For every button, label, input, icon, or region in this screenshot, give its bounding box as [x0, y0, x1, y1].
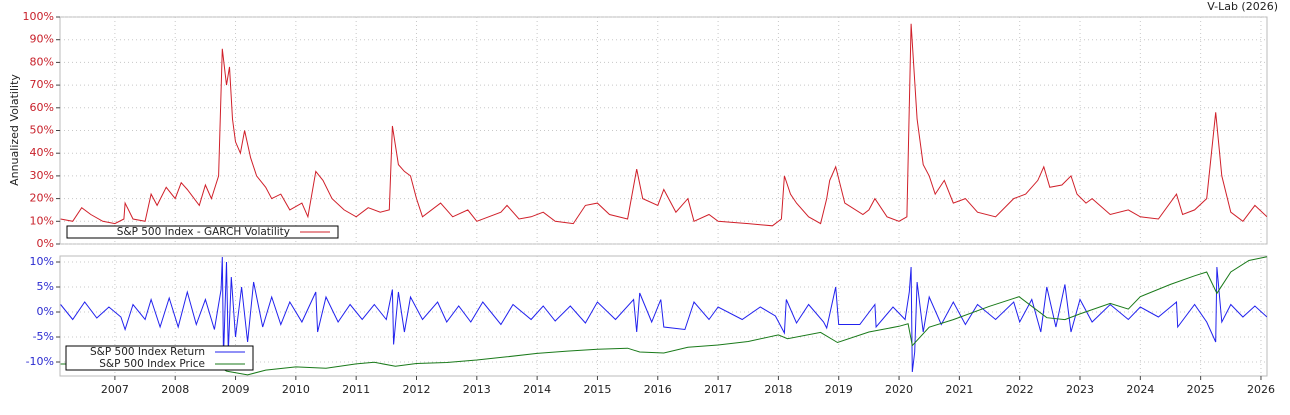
series-group: [60, 256, 1267, 376]
y-tick-label: 10%: [30, 214, 54, 227]
y-tick-label: 0%: [37, 237, 54, 250]
x-tick-label: 2021: [945, 383, 973, 396]
y-tick-label: 30%: [30, 169, 54, 182]
data-line: [60, 256, 1267, 376]
y-tick-label: 10%: [30, 255, 54, 268]
x-tick-label: 2023: [1066, 383, 1094, 396]
y-tick-label: -5%: [33, 330, 54, 343]
x-tick-label: 2020: [885, 383, 913, 396]
y-tick-label: 50%: [30, 124, 54, 137]
x-tick-label: 2009: [222, 383, 250, 396]
x-tick-label: 2015: [583, 383, 611, 396]
series-group: [60, 23, 1267, 227]
y-tick-label: 60%: [30, 101, 54, 114]
x-tick-label: 2017: [704, 383, 732, 396]
y-tick-label: 40%: [30, 146, 54, 159]
plot-area: [59, 255, 1268, 377]
legend-label: S&P 500 Index Price: [99, 358, 205, 370]
y-tick-label: 0%: [37, 305, 54, 318]
y-tick-label: 90%: [30, 33, 54, 46]
x-tick-label: 2010: [282, 383, 310, 396]
x-tick-label: 2014: [523, 383, 551, 396]
x-tick-label: 2007: [101, 383, 129, 396]
x-tick-label: 2026: [1247, 383, 1275, 396]
x-tick-label: 2013: [463, 383, 491, 396]
x-tick-label: 2011: [342, 383, 370, 396]
x-tick-label: 2012: [402, 383, 430, 396]
y-tick-label: -10%: [26, 355, 54, 368]
data-line: [60, 23, 1267, 227]
legend-box: [65, 345, 254, 371]
x-tick-label: 2016: [644, 383, 672, 396]
data-line: [60, 256, 1267, 373]
legend-box: [66, 225, 339, 239]
y-tick-label: 80%: [30, 55, 54, 68]
x-tick-label: 2018: [764, 383, 792, 396]
y-tick-label: 20%: [30, 192, 54, 205]
source-label: V-Lab (2026): [1207, 0, 1278, 13]
legend-label: S&P 500 Index Return: [90, 346, 205, 358]
x-tick-label: 2008: [161, 383, 189, 396]
plot-area: [59, 16, 1268, 245]
y-axis-label: Annualized Volatility: [8, 74, 21, 186]
x-tick-label: 2024: [1126, 383, 1154, 396]
x-tick-label: 2019: [825, 383, 853, 396]
legend-label: S&P 500 Index - GARCH Volatility: [117, 226, 290, 238]
x-tick-label: 2022: [1006, 383, 1034, 396]
x-tick-label: 2025: [1187, 383, 1215, 396]
y-tick-label: 5%: [37, 280, 54, 293]
y-tick-label: 70%: [30, 78, 54, 91]
y-tick-label: 100%: [23, 10, 54, 23]
